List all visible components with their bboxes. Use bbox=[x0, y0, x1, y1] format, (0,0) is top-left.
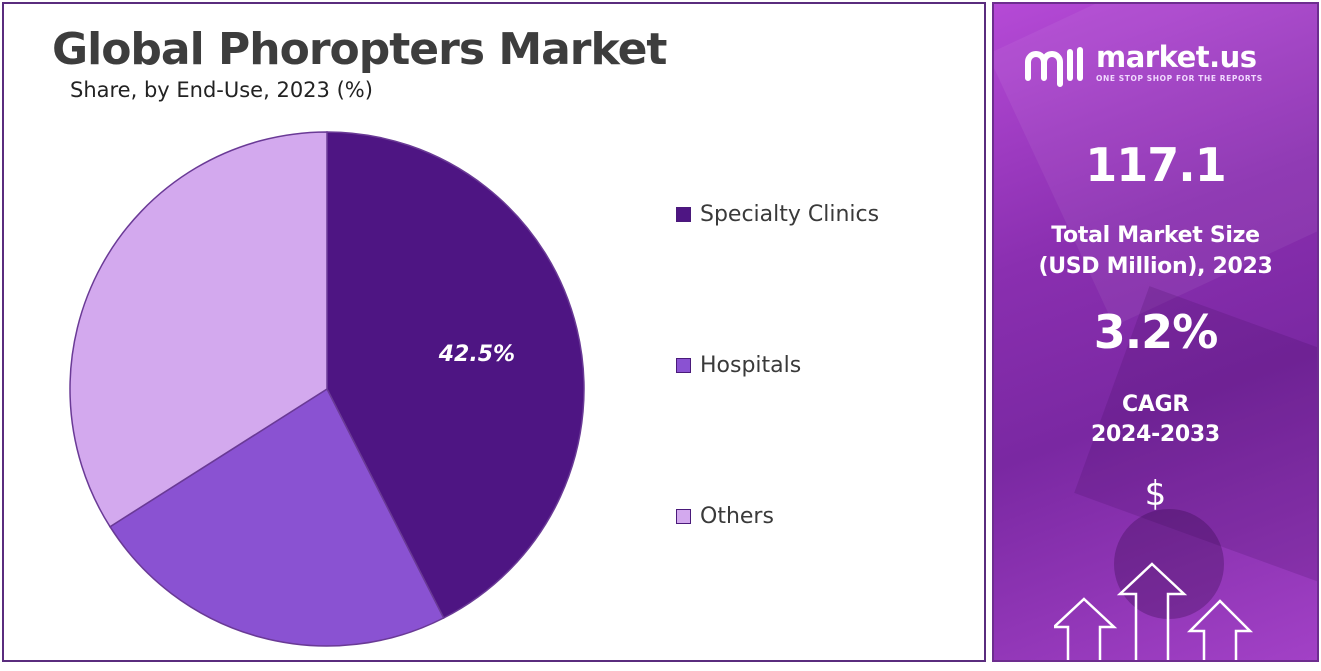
market-size-label-line2: (USD Million), 2023 bbox=[1038, 254, 1273, 279]
market-size-label-line1: Total Market Size bbox=[1051, 223, 1260, 248]
legend-item-others: Others bbox=[676, 504, 774, 529]
market-us-logo-icon bbox=[1025, 47, 1083, 87]
market-summary-panel: market.us ONE STOP SHOP FOR THE REPORTS … bbox=[992, 2, 1319, 662]
pie-slice-others bbox=[69, 131, 328, 528]
legend-item-hospitals: Hospitals bbox=[676, 353, 801, 378]
brand: market.us ONE STOP SHOP FOR THE REPORTS bbox=[1024, 42, 1263, 88]
legend-swatch-specialty-clinics bbox=[676, 207, 691, 222]
chart-subtitle: Share, by End-Use, 2023 (%) bbox=[70, 78, 373, 102]
chart-panel: Global Phoropters Market Share, by End-U… bbox=[2, 2, 986, 662]
pie-slice-specialty-clinics bbox=[326, 131, 585, 619]
legend-item-specialty-clinics: Specialty Clinics bbox=[676, 202, 879, 227]
cagr-label-line2: 2024-2033 bbox=[1091, 422, 1220, 447]
cagr-value: 3.2% bbox=[1093, 305, 1219, 359]
legend-label-hospitals: Hospitals bbox=[700, 353, 802, 378]
legend-swatch-hospitals bbox=[676, 358, 691, 373]
brand-name: market.us bbox=[1096, 40, 1257, 74]
market-size-value: 117.1 bbox=[1085, 138, 1227, 192]
pie-slice-hospitals bbox=[108, 387, 445, 647]
pie-chart: 42.5% bbox=[69, 131, 585, 647]
up-arrow-icon bbox=[1054, 562, 1254, 660]
brand-tagline: ONE STOP SHOP FOR THE REPORTS bbox=[1096, 74, 1263, 83]
cagr-label-line1: CAGR bbox=[1122, 392, 1189, 417]
legend-swatch-others bbox=[676, 509, 691, 524]
legend-label-specialty-clinics: Specialty Clinics bbox=[700, 202, 880, 227]
legend-label-others: Others bbox=[700, 504, 774, 529]
data-label-specialty-clinics: 42.5% bbox=[438, 342, 515, 367]
dollar-icon: $ bbox=[1144, 474, 1167, 514]
chart-title: Global Phoropters Market bbox=[52, 24, 667, 75]
